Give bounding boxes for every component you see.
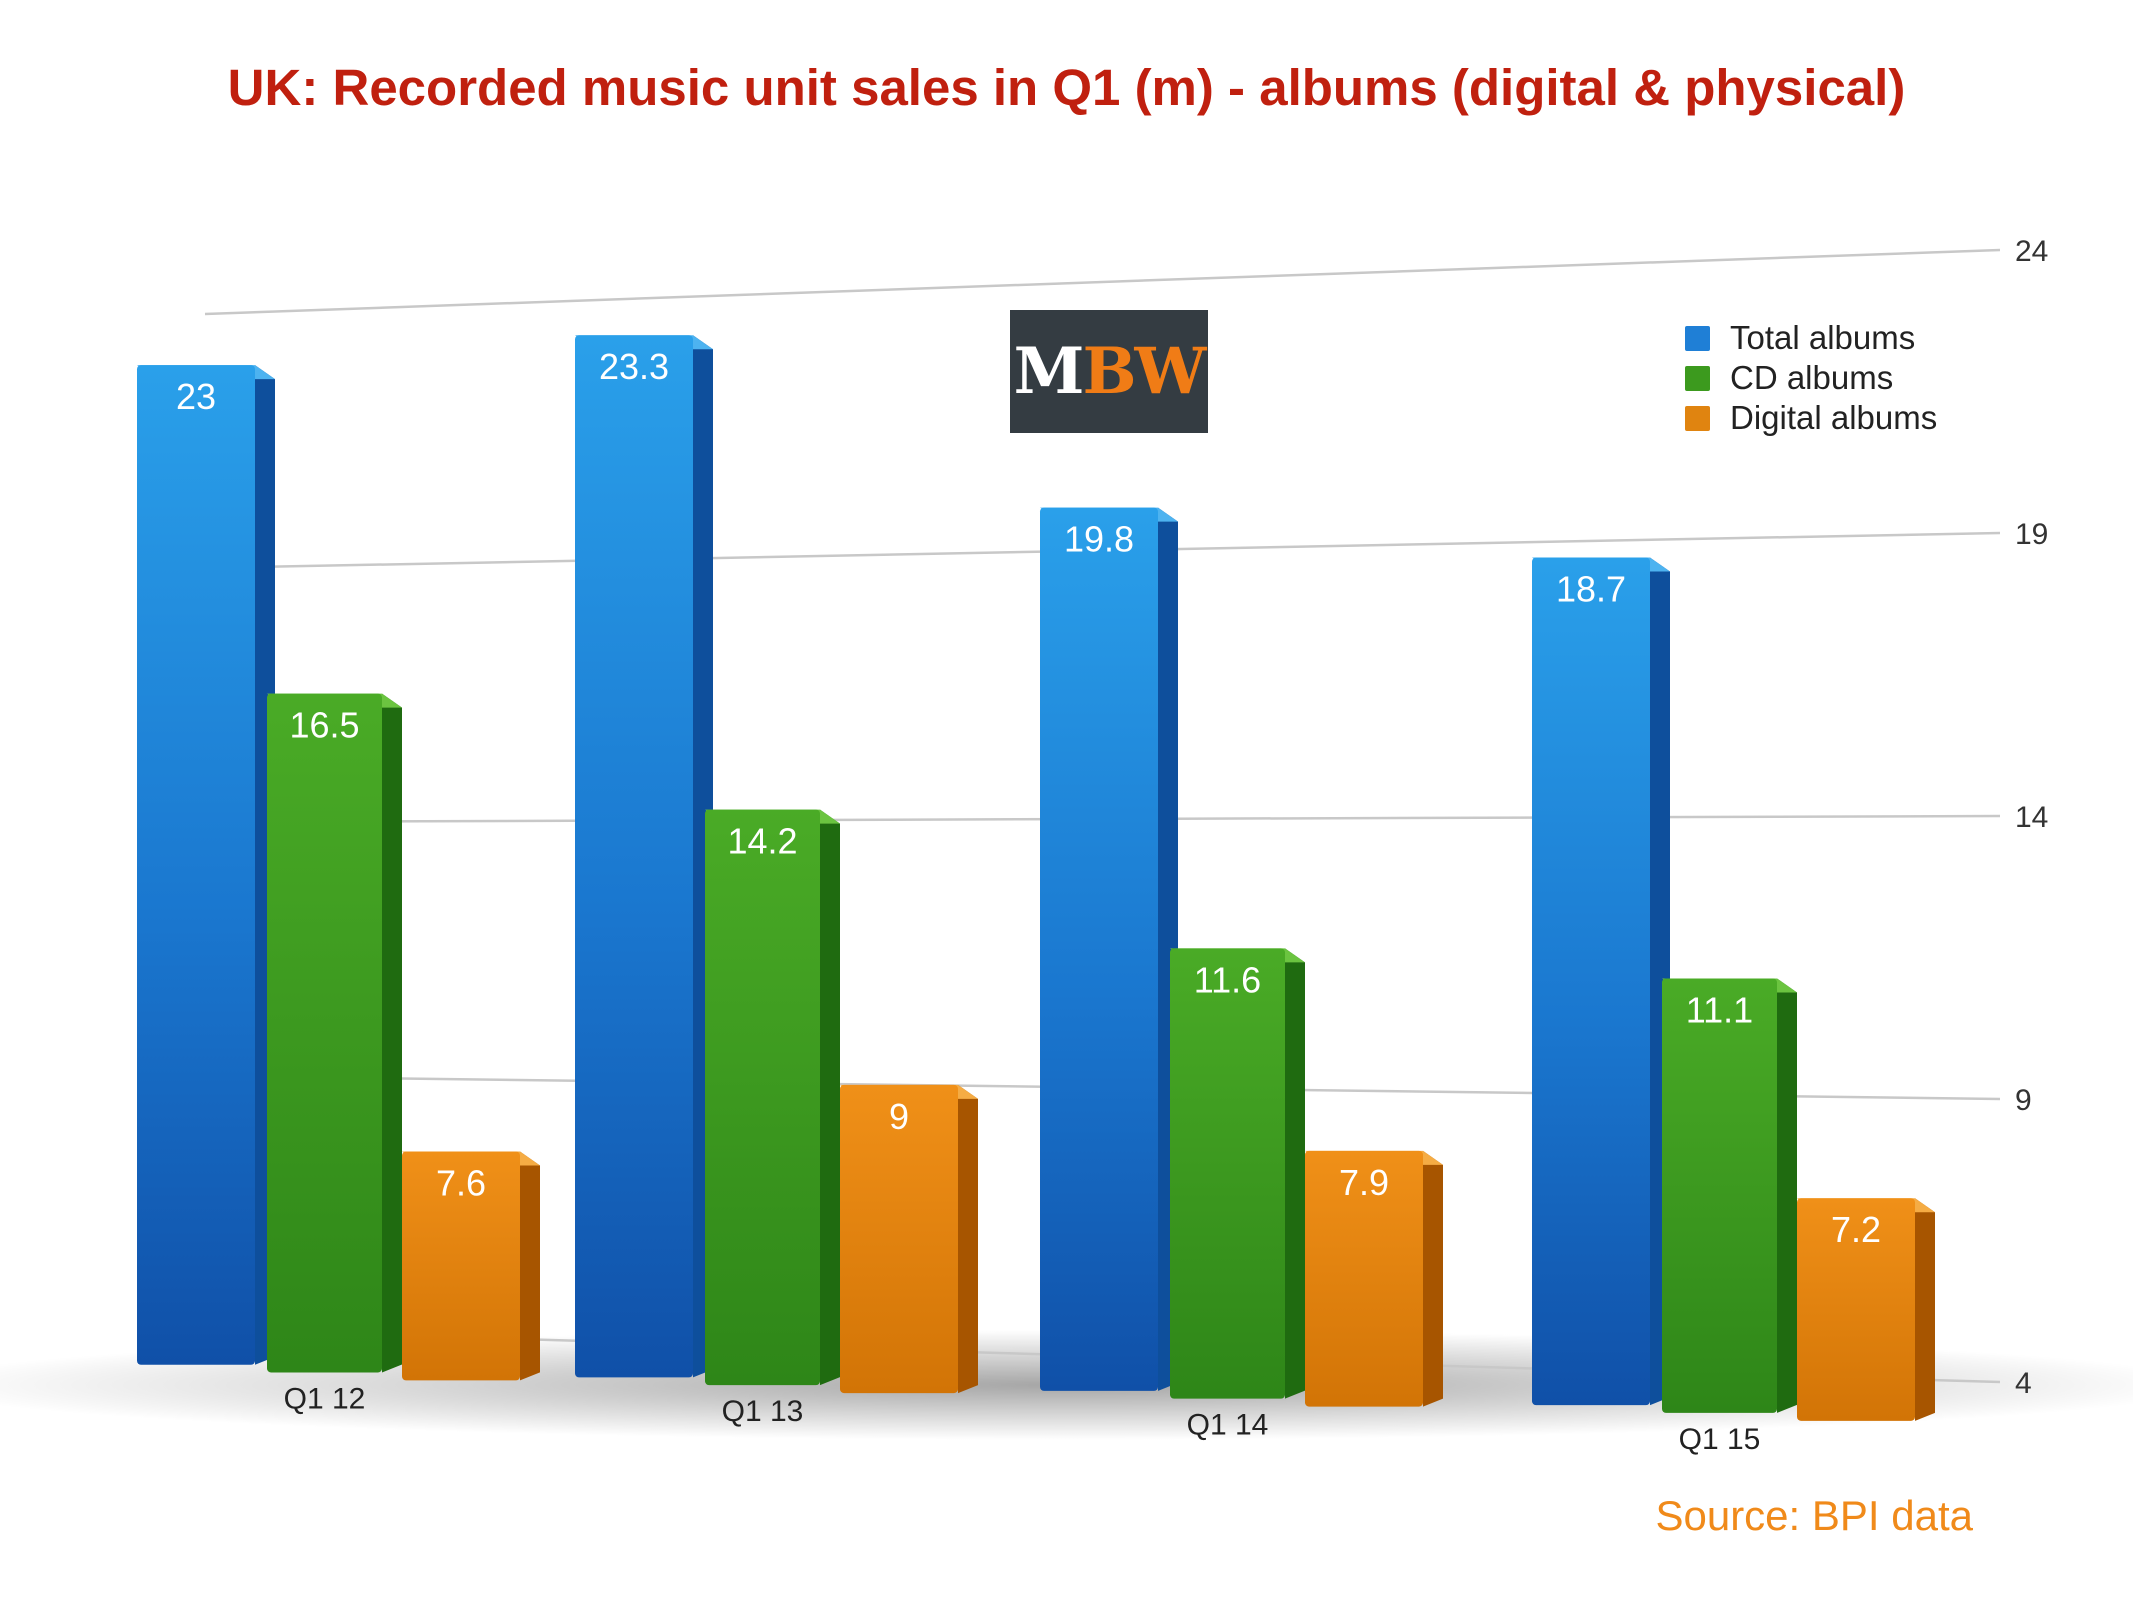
bar-cd-1-side	[820, 809, 840, 1386]
bar-cd-0-side	[382, 693, 402, 1373]
legend: Total albums CD albums Digital albums	[1685, 318, 1937, 438]
bar-digital-0-side	[520, 1151, 540, 1381]
bar-cd-1-front	[705, 809, 820, 1386]
data-label: 23.3	[599, 346, 669, 387]
legend-label-total: Total albums	[1730, 319, 1916, 356]
x-tick-label: Q1 12	[284, 1382, 366, 1415]
data-label: 18.7	[1556, 569, 1626, 610]
bar-digital-1	[840, 1084, 978, 1394]
data-label: 11.6	[1194, 959, 1261, 1000]
legend-swatch-digital	[1685, 405, 1710, 431]
data-label: 16.5	[289, 705, 359, 746]
x-tick-label: Q1 13	[722, 1395, 804, 1428]
x-tick-label: Q1 15	[1679, 1423, 1761, 1456]
data-label: 9	[889, 1096, 909, 1137]
legend-label-digital: Digital albums	[1730, 399, 1938, 436]
bar-cd-3	[1662, 978, 1797, 1413]
data-label: 23	[176, 376, 216, 417]
bar-total-3	[1532, 557, 1670, 1406]
bar-digital-0-front	[402, 1151, 520, 1381]
bar-cd-2-side	[1285, 948, 1305, 1399]
bar-cd-3-side	[1777, 978, 1797, 1413]
bar-digital-3-front	[1797, 1198, 1915, 1421]
bar-total-2-front	[1040, 507, 1158, 1391]
data-label: 14.2	[727, 821, 797, 862]
bar-digital-1-front	[840, 1084, 958, 1394]
legend-item-digital: Digital albums	[1685, 398, 1937, 438]
legend-item-cd: CD albums	[1685, 358, 1937, 398]
y-tick-label: 24	[2015, 235, 2048, 268]
y-tick-label: 9	[2015, 1084, 2032, 1117]
bar-total-1-front	[575, 335, 693, 1378]
bar-cd-2-front	[1170, 948, 1285, 1399]
bar-cd-0	[267, 693, 402, 1373]
bar-digital-2	[1305, 1150, 1443, 1407]
bar-total-0-front	[137, 365, 255, 1365]
bar-total-2	[1040, 507, 1178, 1391]
source-note: Source: BPI data	[1655, 1492, 1973, 1539]
bar-total-0	[137, 365, 275, 1365]
legend-label-cd: CD albums	[1730, 359, 1894, 396]
legend-swatch-cd	[1685, 365, 1710, 391]
legend-swatch-total	[1685, 325, 1710, 351]
bar-total-3-front	[1532, 557, 1650, 1406]
data-label: 11.1	[1686, 989, 1753, 1030]
data-label: 19.8	[1064, 519, 1134, 560]
bar-cd-0-front	[267, 693, 382, 1373]
mbw-logo: M BW	[1010, 310, 1208, 433]
y-tick-label: 14	[2015, 801, 2048, 834]
bar-cd-1	[705, 809, 840, 1386]
bar-cd-3-front	[1662, 978, 1777, 1413]
bar-digital-3	[1797, 1198, 1935, 1421]
chart-title: UK: Recorded music unit sales in Q1 (m) …	[227, 59, 1906, 116]
bar-total-1	[575, 335, 713, 1378]
logo-bw: BW	[1082, 334, 1206, 409]
bar-cd-2	[1170, 948, 1305, 1399]
logo-m: M	[1013, 334, 1085, 409]
gridline	[204, 248, 2001, 316]
legend-item-total: Total albums	[1685, 318, 1937, 358]
bar-digital-2-side	[1423, 1150, 1443, 1407]
bar-digital-2-front	[1305, 1150, 1423, 1407]
bar-digital-1-side	[958, 1084, 978, 1394]
data-label: 7.9	[1339, 1162, 1389, 1203]
x-tick-label: Q1 14	[1187, 1409, 1269, 1442]
y-tick-label: 4	[2015, 1367, 2032, 1400]
data-label: 7.6	[436, 1163, 486, 1204]
bar-digital-0	[402, 1151, 540, 1381]
bar-digital-3-side	[1915, 1198, 1935, 1421]
y-tick-label: 19	[2015, 518, 2048, 551]
data-label: 7.2	[1831, 1209, 1881, 1250]
